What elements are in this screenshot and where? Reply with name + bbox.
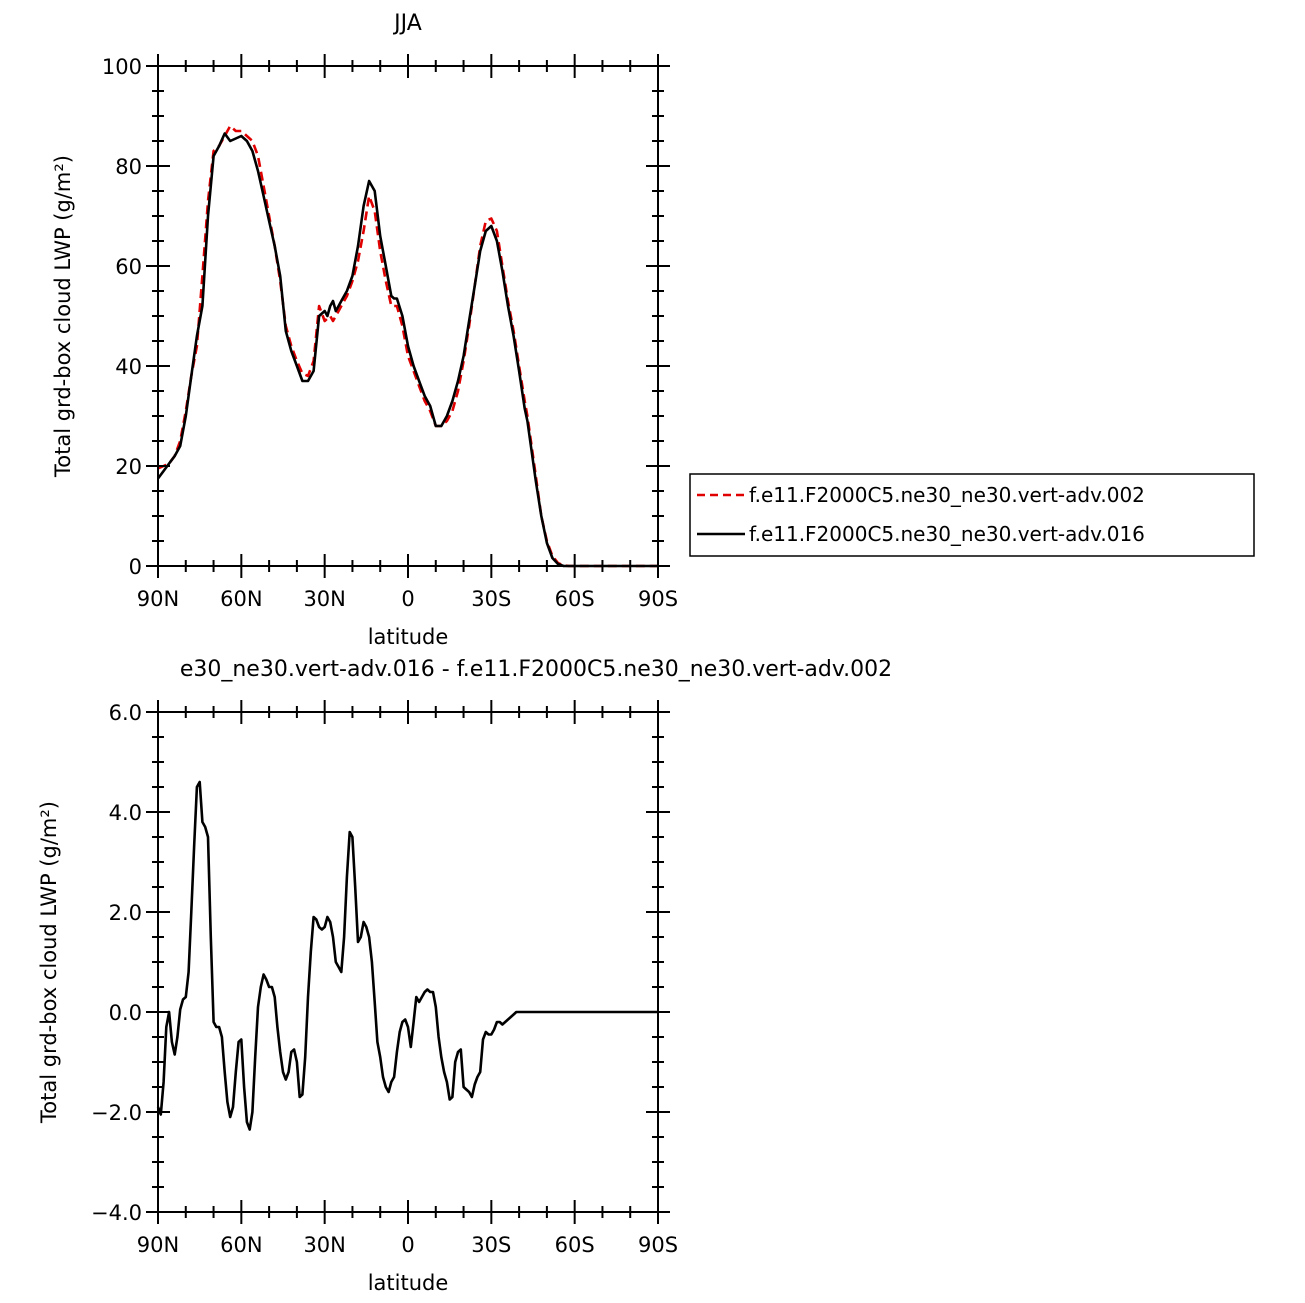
top-y-tick-label: 100	[102, 55, 142, 79]
top-y-tick-label: 60	[115, 255, 142, 279]
bottom-chart-title: e30_ne30.vert-adv.016 - f.e11.F2000C5.ne…	[180, 657, 892, 682]
bottom-panel: e30_ne30.vert-adv.016 - f.e11.F2000C5.ne…	[37, 657, 892, 1295]
legend-box	[689, 473, 1255, 557]
top-x-tick-label: 30N	[303, 587, 345, 611]
bottom-y-tick-label: 2.0	[109, 901, 142, 925]
bottom-x-tick-label: 0	[401, 1233, 414, 1257]
legend-entry-016: f.e11.F2000C5.ne30_ne30.vert-adv.016	[749, 522, 1145, 546]
top-x-tick-label: 60S	[555, 587, 595, 611]
top-y-axis-label: Total grd-box cloud LWP (g/m²)	[51, 155, 75, 478]
bottom-y-tick-label: −2.0	[91, 1101, 142, 1125]
bottom-x-tick-label: 30N	[303, 1233, 345, 1257]
bottom-x-tick-label: 90N	[137, 1233, 179, 1257]
top-x-tick-label: 90S	[638, 587, 678, 611]
legend-entry-002: f.e11.F2000C5.ne30_ne30.vert-adv.002	[749, 483, 1145, 507]
legend: f.e11.F2000C5.ne30_ne30.vert-adv.002 f.e…	[689, 473, 1255, 557]
top-x-tick-label: 60N	[220, 587, 262, 611]
bottom-y-tick-label: 6.0	[109, 701, 142, 725]
top-chart-title: JJA	[392, 11, 422, 36]
top-panel: JJA 90N 60N 30N 0 30S 60S 90S 0 20 40 60 80 100 lati…	[51, 11, 678, 649]
top-y-tick-label: 0	[129, 555, 142, 579]
top-plot-area: 90N 60N 30N 0 30S 60S 90S 0 20 40 60 80 100	[102, 54, 678, 611]
bottom-plot-frame	[157, 711, 659, 1213]
bottom-y-tick-label: −4.0	[91, 1201, 142, 1225]
top-series-line-1	[156, 132, 658, 568]
bottom-x-axis-label: latitude	[368, 1271, 449, 1295]
bottom-x-tick-label: 30S	[471, 1233, 511, 1257]
top-y-tick-label: 80	[115, 155, 142, 179]
top-x-axis-label: latitude	[368, 625, 449, 649]
bottom-y-axis-label: Total grd-box cloud LWP (g/m²)	[37, 801, 61, 1124]
bottom-plot-area: 90N 60N 30N 0 30S 60S 90S −4.0 −2.0 0.0 2.0 4.0 6.0	[91, 700, 678, 1257]
top-y-tick-label: 40	[115, 355, 142, 379]
bottom-x-tick-label: 90S	[638, 1233, 678, 1257]
bottom-series-line-0	[156, 780, 658, 1131]
bottom-y-tick-label: 0.0	[109, 1001, 142, 1025]
bottom-x-tick-label: 60N	[220, 1233, 262, 1257]
top-x-tick-label: 90N	[137, 587, 179, 611]
top-y-tick-label: 20	[115, 455, 142, 479]
bottom-y-tick-label: 4.0	[109, 801, 142, 825]
bottom-x-tick-label: 60S	[555, 1233, 595, 1257]
top-x-tick-label: 30S	[471, 587, 511, 611]
top-x-tick-label: 0	[401, 587, 414, 611]
